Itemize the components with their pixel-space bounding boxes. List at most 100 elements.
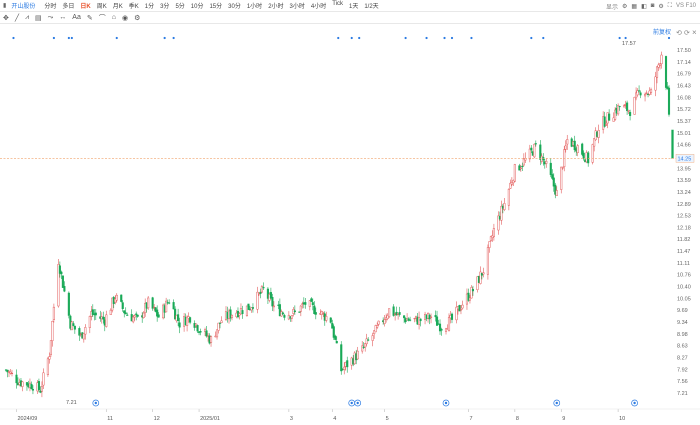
candle-body (576, 145, 579, 153)
period-tab[interactable]: 10分 (190, 4, 204, 10)
text-tool-icon[interactable]: Aa (72, 14, 81, 21)
candle-body (322, 312, 325, 314)
drawing-toolbar: ✥ ╱ ⩘ ▤ ⤳ ↔ Aa ✎ ⌒ ⌂ ◉ ⚙ (0, 12, 700, 24)
candle-body (9, 371, 12, 374)
candle-body (259, 291, 262, 294)
candle-body (174, 308, 177, 320)
candle-body (530, 147, 533, 151)
stock-name[interactable]: 开山股份 (11, 4, 36, 10)
period-tab[interactable]: 周K (96, 4, 107, 10)
date-tick-label: 8 (516, 416, 519, 422)
candle-body (603, 116, 606, 127)
candle-body (290, 315, 293, 319)
eye-tool-icon[interactable]: ◉ (121, 14, 129, 22)
measure-tool-icon[interactable]: ⌒ (98, 14, 106, 22)
channel-tool-icon[interactable]: ↔ (59, 14, 67, 21)
undo-icon[interactable]: ⟲ (676, 30, 682, 37)
marker-tool-icon[interactable]: ⌂ (111, 14, 116, 21)
period-tab[interactable]: 3小时 (289, 4, 305, 10)
candle-body (218, 322, 222, 324)
period-tab[interactable]: 多日 (62, 4, 75, 10)
candle-body (10, 372, 14, 375)
fib-tool-icon[interactable]: ⤳ (47, 13, 54, 21)
candle-body (199, 331, 202, 333)
period-tab[interactable]: 2小时 (268, 4, 284, 10)
crosshair-tool-icon[interactable]: ✥ (3, 14, 9, 22)
candle-body (230, 314, 234, 318)
period-tab[interactable]: 30分 (228, 4, 241, 10)
candle-body (581, 143, 584, 155)
candle-body (165, 300, 168, 313)
period-tab[interactable]: 日K (80, 4, 91, 10)
display-menu[interactable]: 显示 (606, 4, 619, 11)
period-tab[interactable]: 季K (128, 4, 139, 10)
candle-body (102, 316, 105, 320)
vs-f10-label[interactable]: VS F10 (675, 3, 696, 9)
grid-icon[interactable]: ▦ (631, 3, 638, 10)
candle-body (392, 306, 395, 316)
date-tick-label: 3 (290, 416, 293, 422)
pattern-tool-icon[interactable]: ⩘ (25, 13, 30, 21)
period-tab[interactable]: 分时 (44, 4, 57, 10)
period-tab[interactable]: 1/2天 (364, 4, 379, 10)
period-tab[interactable]: 1小时 (246, 4, 263, 10)
top-event-dot (470, 36, 473, 40)
price-tick-label: 10.76 (677, 273, 691, 279)
kline-chart[interactable]: 17.50 17.14 16.79 16.43 16.08 15.72 15.37 15.01… (0, 24, 700, 425)
candle-body (512, 180, 515, 184)
period-tab[interactable]: Tick (332, 1, 343, 7)
candle-body (471, 289, 474, 292)
gear-icon[interactable]: ⚙ (622, 3, 628, 10)
period-tab[interactable]: 1天 (349, 4, 359, 10)
arrow-line-tool-icon[interactable]: ╱ (14, 14, 20, 22)
price-tick-label: 13.95 (677, 166, 691, 172)
period-tab[interactable]: 月K (112, 4, 123, 10)
top-event-dot (12, 36, 15, 40)
candle-body (591, 144, 594, 163)
close-icon[interactable]: × (692, 28, 697, 37)
redo-icon[interactable]: ⟳ (684, 30, 690, 37)
candle-body (256, 291, 259, 310)
price-tick-label: 9.34 (677, 320, 688, 326)
candle-body (519, 167, 522, 169)
sidebar-toggle-icon[interactable]: ▮ (3, 3, 7, 9)
settings-tool-icon[interactable]: ⚙ (134, 14, 141, 22)
top-event-dot (350, 36, 353, 40)
price-tick-label: 9.69 (677, 308, 688, 314)
period-tab[interactable]: 4小时 (310, 4, 327, 10)
restore-mode-label[interactable]: 前复权 (653, 28, 671, 36)
candle-body (343, 366, 346, 370)
candle-body (500, 205, 503, 221)
candle-body (513, 164, 516, 182)
price-tick-label: 8.63 (677, 344, 688, 350)
settings-icon[interactable]: ⚙ (658, 3, 664, 10)
candle-body (664, 56, 668, 88)
camera-icon[interactable]: ◙ (650, 3, 655, 9)
event-marker-dot (350, 401, 353, 405)
layout-icon[interactable]: ◧ (641, 3, 647, 10)
period-tab[interactable]: 3分 (160, 4, 170, 10)
high-label: 17.57 (622, 41, 636, 47)
top-event-dot (425, 36, 428, 40)
event-marker-dot (356, 401, 359, 405)
candle-body (667, 87, 671, 115)
candle-body (367, 339, 370, 341)
candle-body (605, 124, 608, 126)
candle-body (488, 241, 491, 248)
period-tab[interactable]: 1分 (144, 4, 155, 10)
candle-body (509, 182, 512, 189)
candle-body (549, 162, 552, 175)
candle-body (168, 302, 171, 304)
candles (4, 51, 674, 398)
candle-body (313, 305, 316, 315)
price-tick-label: 15.01 (677, 131, 691, 137)
candle-body (215, 329, 219, 338)
maximize-icon[interactable]: ⛶ (667, 2, 672, 9)
candle-body (298, 311, 301, 313)
brush-tool-icon[interactable]: ✎ (86, 14, 93, 22)
candle-body (217, 322, 220, 331)
trend-tool-icon[interactable]: ▤ (35, 14, 42, 22)
period-tab[interactable]: 15分 (209, 4, 223, 10)
candle-body (229, 309, 232, 319)
period-tab[interactable]: 5分 (175, 4, 185, 10)
